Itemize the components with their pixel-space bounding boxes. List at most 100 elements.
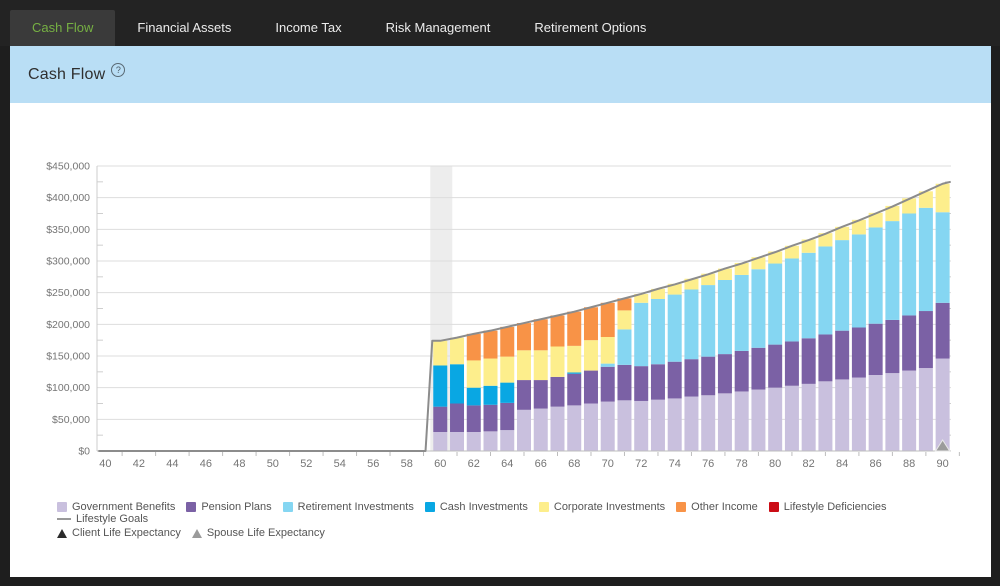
bar-segment-corporate-investments[interactable] [818, 233, 833, 247]
bar-segment-retirement-investments[interactable] [868, 227, 883, 324]
legend-item-spouse-life-expectancy[interactable]: Spouse Life Expectancy [191, 527, 325, 539]
bar-segment-retirement-investments[interactable] [617, 329, 632, 365]
legend-item-client-life-expectancy[interactable]: Client Life Expectancy [57, 527, 181, 539]
bar-segment-government-benefits[interactable] [533, 408, 548, 451]
bar-segment-other-income[interactable] [550, 315, 565, 347]
legend-item-lifestyle-deficiencies[interactable]: Lifestyle Deficiencies [768, 501, 887, 513]
bar-segment-retirement-investments[interactable] [734, 274, 749, 351]
help-icon[interactable]: ? [111, 62, 126, 77]
bar-segment-cash-investments[interactable] [500, 382, 515, 403]
bar-segment-government-benefits[interactable] [935, 358, 950, 451]
bar-segment-corporate-investments[interactable] [868, 212, 883, 228]
bar-segment-other-income[interactable] [617, 298, 632, 311]
bar-segment-corporate-investments[interactable] [533, 350, 548, 381]
bar-segment-pension-plans[interactable] [684, 359, 699, 397]
tab-retirement-options[interactable]: Retirement Options [534, 20, 647, 35]
bar-segment-government-benefits[interactable] [835, 379, 850, 451]
bar-segment-pension-plans[interactable] [433, 406, 448, 432]
bar-segment-pension-plans[interactable] [851, 327, 866, 378]
bar-segment-government-benefits[interactable] [868, 375, 883, 451]
bar-segment-corporate-investments[interactable] [935, 183, 950, 213]
bar-segment-pension-plans[interactable] [567, 373, 582, 406]
bar-segment-pension-plans[interactable] [466, 405, 481, 432]
legend-item-lifestyle-goals[interactable]: Lifestyle Goals [57, 513, 148, 525]
bar-segment-government-benefits[interactable] [902, 370, 917, 451]
bar-segment-government-benefits[interactable] [500, 430, 515, 451]
bar-segment-corporate-investments[interactable] [634, 293, 649, 303]
bar-segment-corporate-investments[interactable] [583, 340, 598, 371]
bar-segment-corporate-investments[interactable] [885, 205, 900, 222]
bar-segment-pension-plans[interactable] [600, 366, 615, 402]
bar-segment-government-benefits[interactable] [583, 403, 598, 452]
bar-segment-corporate-investments[interactable] [784, 245, 799, 259]
tab-financial-assets[interactable]: Financial Assets [137, 20, 232, 35]
bar-segment-government-benefits[interactable] [885, 373, 900, 451]
bar-segment-pension-plans[interactable] [483, 404, 498, 432]
bar-segment-pension-plans[interactable] [450, 403, 465, 433]
bar-segment-pension-plans[interactable] [550, 376, 565, 407]
bar-segment-government-benefits[interactable] [768, 387, 783, 451]
bar-segment-government-benefits[interactable] [550, 406, 565, 451]
bar-segment-other-income[interactable] [533, 319, 548, 351]
bar-segment-pension-plans[interactable] [768, 344, 783, 388]
bar-segment-pension-plans[interactable] [533, 380, 548, 409]
bar-segment-government-benefits[interactable] [734, 391, 749, 451]
bar-segment-corporate-investments[interactable] [751, 257, 766, 270]
legend-item-corporate-investments[interactable]: Corporate Investments [538, 501, 665, 513]
bar-segment-corporate-investments[interactable] [667, 283, 682, 295]
bar-segment-pension-plans[interactable] [617, 364, 632, 401]
bar-segment-pension-plans[interactable] [801, 338, 816, 384]
bar-segment-pension-plans[interactable] [717, 354, 732, 394]
bar-segment-pension-plans[interactable] [517, 380, 531, 410]
bar-segment-other-income[interactable] [500, 326, 515, 357]
bar-segment-government-benefits[interactable] [617, 400, 632, 451]
bar-segment-pension-plans[interactable] [868, 323, 883, 375]
bar-segment-government-benefits[interactable] [483, 431, 498, 451]
bar-segment-retirement-investments[interactable] [801, 252, 816, 339]
bar-segment-pension-plans[interactable] [918, 311, 933, 369]
bar-segment-other-income[interactable] [567, 311, 582, 346]
bar-segment-corporate-investments[interactable] [433, 340, 448, 366]
bar-segment-retirement-investments[interactable] [751, 269, 766, 348]
tab-cash-flow[interactable]: Cash Flow [10, 10, 116, 46]
bar-segment-retirement-investments[interactable] [902, 213, 917, 316]
bar-segment-government-benefits[interactable] [567, 405, 582, 451]
bar-segment-pension-plans[interactable] [583, 370, 598, 404]
bar-segment-retirement-investments[interactable] [835, 240, 850, 331]
bar-segment-retirement-investments[interactable] [784, 258, 799, 342]
bar-segment-retirement-investments[interactable] [918, 207, 933, 312]
bar-segment-other-income[interactable] [583, 307, 598, 341]
bar-segment-corporate-investments[interactable] [918, 191, 933, 208]
bar-segment-corporate-investments[interactable] [500, 356, 515, 383]
bar-segment-government-benefits[interactable] [701, 395, 716, 451]
bar-segment-corporate-investments[interactable] [717, 268, 732, 280]
bar-segment-corporate-investments[interactable] [851, 219, 866, 235]
bar-segment-pension-plans[interactable] [751, 347, 766, 390]
bar-segment-corporate-investments[interactable] [483, 358, 498, 386]
bar-segment-pension-plans[interactable] [835, 330, 850, 380]
bar-segment-government-benefits[interactable] [717, 393, 732, 451]
bar-segment-corporate-investments[interactable] [617, 310, 632, 330]
bar-segment-corporate-investments[interactable] [835, 226, 850, 241]
bar-segment-corporate-investments[interactable] [600, 337, 615, 364]
bar-segment-cash-investments[interactable] [483, 385, 498, 405]
bar-segment-corporate-investments[interactable] [801, 239, 816, 253]
bar-segment-other-income[interactable] [517, 323, 531, 351]
bar-segment-corporate-investments[interactable] [466, 360, 481, 388]
legend-item-government-benefits[interactable]: Government Benefits [57, 501, 175, 513]
bar-segment-corporate-investments[interactable] [684, 278, 699, 290]
bar-segment-corporate-investments[interactable] [650, 288, 665, 299]
bar-segment-corporate-investments[interactable] [517, 350, 531, 381]
legend-item-other-income[interactable]: Other Income [676, 501, 758, 513]
bar-segment-pension-plans[interactable] [885, 319, 900, 374]
bar-segment-government-benefits[interactable] [650, 399, 665, 451]
bar-segment-retirement-investments[interactable] [600, 363, 615, 367]
bar-segment-government-benefits[interactable] [433, 432, 448, 451]
bar-segment-corporate-investments[interactable] [450, 337, 465, 365]
bar-segment-pension-plans[interactable] [650, 364, 665, 400]
legend-item-cash-investments[interactable]: Cash Investments [424, 501, 528, 513]
bar-segment-government-benefits[interactable] [851, 377, 866, 451]
bar-segment-corporate-investments[interactable] [734, 262, 749, 275]
bar-segment-cash-investments[interactable] [433, 365, 448, 407]
legend-item-pension-plans[interactable]: Pension Plans [186, 501, 272, 513]
